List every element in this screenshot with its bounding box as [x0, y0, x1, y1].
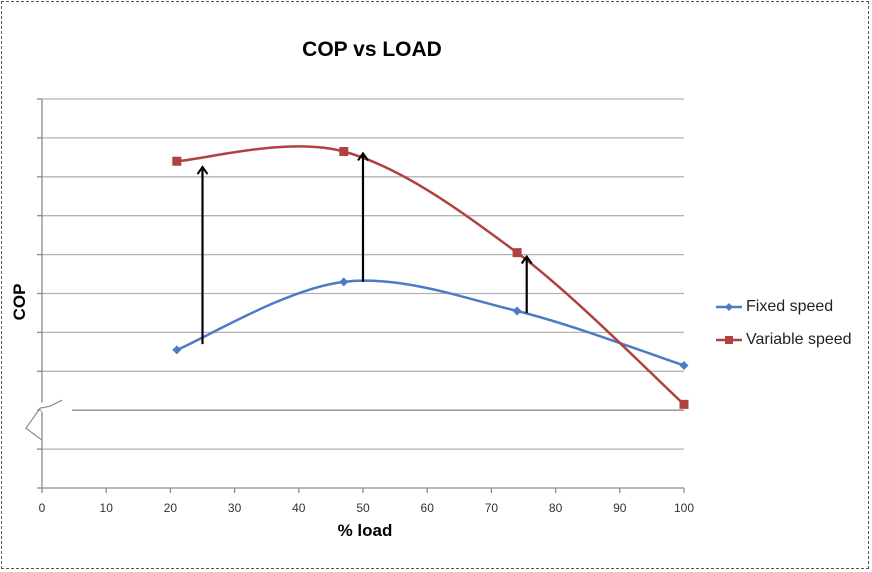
legend-label-variable-speed: Variable speed	[746, 331, 852, 348]
x-tick-label: 0	[39, 501, 46, 515]
x-tick-label: 100	[674, 501, 694, 515]
axis-break-mask	[37, 399, 73, 421]
x-tick-label: 80	[549, 501, 563, 515]
axis-break-mark	[25, 399, 63, 441]
data-point-fixed-speed	[339, 277, 349, 287]
x-tick-label: 30	[228, 501, 242, 515]
data-point-variable-speed	[512, 248, 522, 258]
x-tick-label: 40	[292, 501, 306, 515]
x-tick-label: 70	[485, 501, 499, 515]
series-line-fixed-speed	[176, 279, 685, 367]
x-tick-label: 50	[356, 501, 370, 515]
data-point-fixed-speed	[172, 345, 182, 355]
chart-title: COP vs LOAD	[302, 38, 442, 61]
legend-label-fixed-speed: Fixed speed	[746, 298, 834, 315]
legend-swatch-variable-speed	[716, 336, 742, 344]
data-point-fixed-speed	[679, 360, 689, 370]
data-point-variable-speed	[679, 399, 689, 409]
x-tick-label: 20	[164, 501, 178, 515]
x-tick-label: 90	[613, 501, 627, 515]
x-tick-label: 60	[421, 501, 435, 515]
x-axis-label: % load	[337, 521, 393, 540]
x-tick-label: 10	[100, 501, 114, 515]
data-point-variable-speed	[339, 147, 349, 157]
series-line-variable-speed	[176, 145, 685, 406]
data-point-fixed-speed	[512, 306, 522, 316]
data-point-variable-speed	[172, 156, 182, 166]
legend-swatch-fixed-speed	[716, 303, 742, 311]
